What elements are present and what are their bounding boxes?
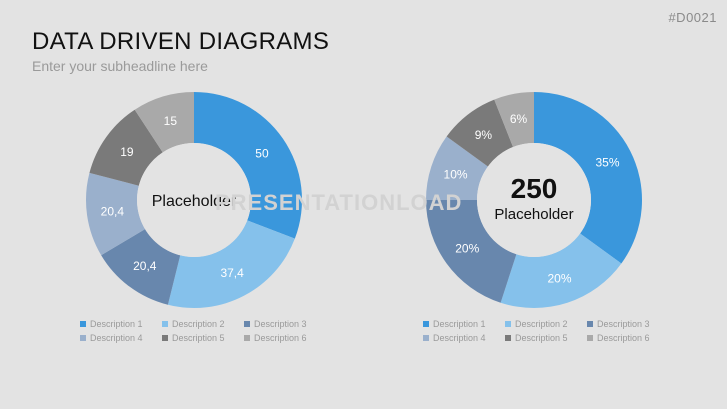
chart-2-data-label-3: 20% [455,241,479,255]
chart-1-legend-item-6: Description 6 [244,333,326,343]
chart-2-legend-item-6: Description 6 [587,333,669,343]
chart-1-legend-item-5: Description 5 [162,333,244,343]
chart-2-slice-3 [426,200,517,303]
legend-swatch [505,321,511,327]
chart-2-data-label-6: 6% [510,112,528,126]
chart-1-slice-4 [86,172,146,256]
chart-1-slice-2 [167,220,295,308]
chart-2-slice-6 [494,92,534,148]
chart-1-data-label-6: 15 [164,114,178,128]
chart-2-center-value: 250 [511,173,558,204]
legend-label: Description 3 [597,319,650,329]
chart-1-data-label-5: 19 [120,145,134,159]
chart-2-data-label-1: 35% [595,156,619,170]
chart-2-data-label-2: 20% [547,271,571,285]
chart-2-legend: Description 1 Description 2 Description 3 D… [423,319,669,343]
legend-label: Description 5 [515,333,568,343]
legend-swatch [80,335,86,341]
chart-2-center-label: Placeholder [494,206,573,223]
chart-1-slice-1 [194,92,303,239]
legend-label: Description 1 [90,319,143,329]
chart-1-data-label-2: 37,4 [220,266,244,280]
legend-label: Description 6 [254,333,307,343]
chart-2-slice-5 [446,99,514,167]
page-subtitle: Enter your subheadline here [32,58,208,74]
chart-1-slice-3 [101,229,181,305]
chart-1-legend-item-4: Description 4 [80,333,162,343]
legend-swatch [244,321,250,327]
legend-swatch [423,321,429,327]
legend-swatch [162,321,168,327]
chart-2-slice-1 [534,92,642,264]
chart-1-data-label-1: 50 [255,146,269,160]
legend-label: Description 5 [172,333,225,343]
chart-1-legend: Description 1 Description 2 Description 3 D… [80,319,326,343]
chart-1-slice-5 [89,109,163,186]
legend-label: Description 1 [433,319,486,329]
chart-1-center-hole [137,143,251,257]
chart-1-center-label: Placeholder [152,193,237,210]
chart-2-slice-2 [500,233,622,308]
chart-2-center-hole [477,143,591,257]
legend-swatch [423,335,429,341]
chart-1-data-label-3: 20,4 [133,259,157,273]
legend-swatch [505,335,511,341]
chart-1-legend-item-2: Description 2 [162,319,244,329]
legend-swatch [162,335,168,341]
chart-2-legend-item-1: Description 1 [423,319,505,329]
chart-2-slice-4 [426,136,488,200]
chart-2-data-label-4: 10% [444,168,468,182]
slide-id: #D0021 [668,10,717,25]
legend-label: Description 3 [254,319,307,329]
chart-1-legend-item-1: Description 1 [80,319,162,329]
chart-2-legend-item-2: Description 2 [505,319,587,329]
chart-2-data-label-5: 9% [475,128,493,142]
page-title: DATA DRIVEN DIAGRAMS [32,28,330,55]
legend-swatch [587,321,593,327]
legend-label: Description 6 [597,333,650,343]
chart-2-legend-item-3: Description 3 [587,319,669,329]
legend-label: Description 2 [172,319,225,329]
chart-1-legend-item-3: Description 3 [244,319,326,329]
chart-1-data-label-4: 20,4 [101,205,125,219]
chart-2-legend-item-4: Description 4 [423,333,505,343]
legend-swatch [587,335,593,341]
legend-label: Description 4 [433,333,486,343]
chart-1-slice-6 [134,92,194,153]
legend-label: Description 2 [515,319,568,329]
legend-swatch [244,335,250,341]
legend-label: Description 4 [90,333,143,343]
legend-swatch [80,321,86,327]
chart-2-legend-item-5: Description 5 [505,333,587,343]
